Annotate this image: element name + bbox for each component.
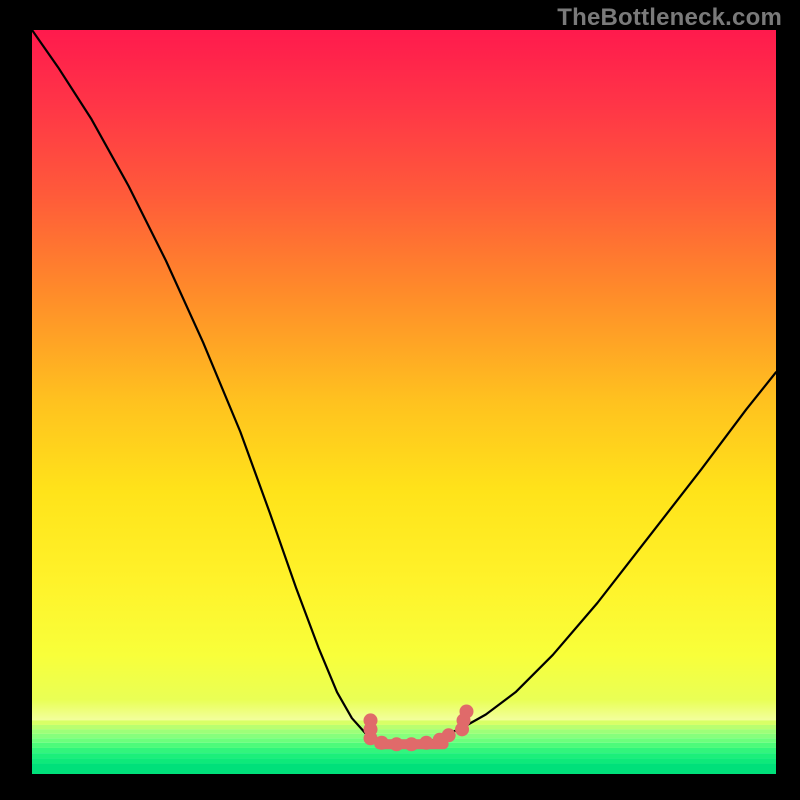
plot-area <box>32 30 776 774</box>
curve-marker <box>442 728 456 742</box>
chart-svg <box>32 30 776 774</box>
bottom-stripe <box>32 729 776 733</box>
watermark-text: TheBottleneck.com <box>557 4 782 32</box>
bottom-stripe <box>32 758 776 763</box>
curve-marker <box>390 737 404 751</box>
curve-marker <box>459 705 473 719</box>
bottom-stripe <box>32 753 776 758</box>
curve-marker <box>364 713 378 727</box>
chart-stage: TheBottleneck.com <box>0 0 800 800</box>
curve-marker <box>404 737 418 751</box>
bottom-stripe <box>32 734 776 738</box>
curve-marker <box>375 736 389 750</box>
gradient-background <box>32 30 776 774</box>
bottom-stripe <box>32 720 776 724</box>
bottom-stripe <box>32 725 776 729</box>
curve-marker <box>419 736 433 750</box>
bottom-stripe <box>32 764 776 774</box>
